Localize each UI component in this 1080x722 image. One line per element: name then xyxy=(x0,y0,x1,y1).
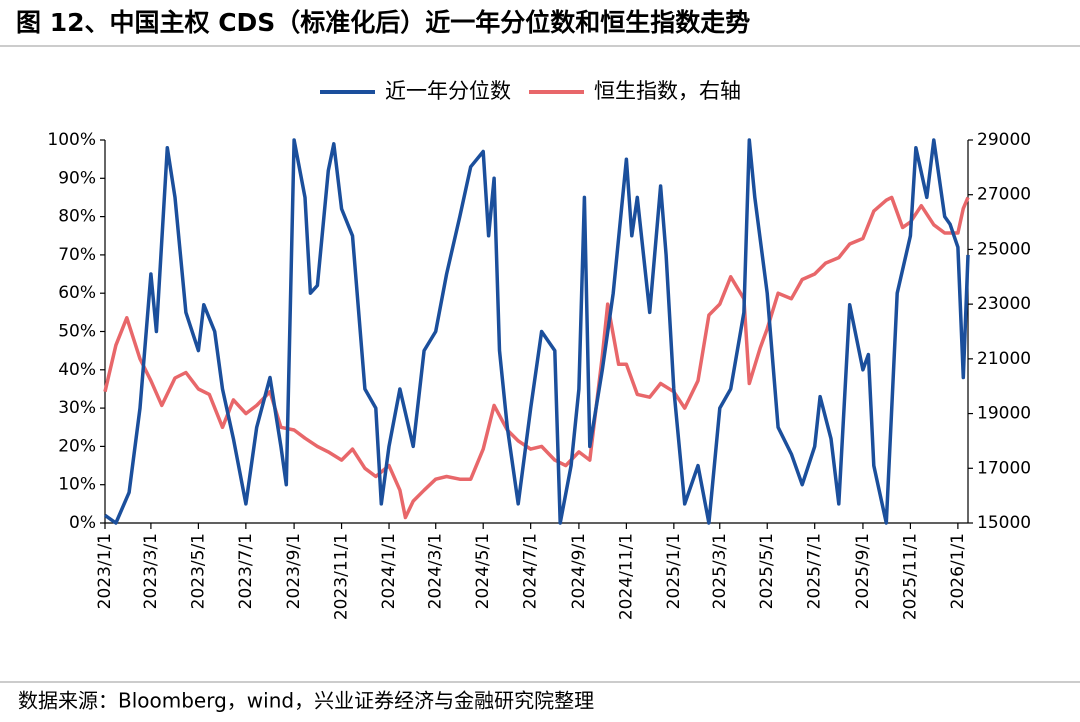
y-tick-label: 60% xyxy=(58,283,96,303)
x-tick-label: 2024/1/1 xyxy=(379,533,399,609)
y-tick-label: 90% xyxy=(58,168,96,188)
y2-tick-label: 15000 xyxy=(977,513,1031,533)
x-tick-label: 2025/7/1 xyxy=(805,533,825,609)
x-tick-label: 2024/11/1 xyxy=(616,533,636,620)
y-tick-label: 50% xyxy=(58,322,96,342)
x-tick-label: 2025/9/1 xyxy=(853,533,873,609)
x-tick-label: 2025/11/1 xyxy=(900,533,920,620)
y2-tick-label: 29000 xyxy=(977,130,1031,150)
x-tick-label: 2024/5/1 xyxy=(473,533,493,609)
x-tick-label: 2023/9/1 xyxy=(284,533,304,609)
x-tick-label: 2025/5/1 xyxy=(757,533,777,609)
x-tick-label: 2023/11/1 xyxy=(332,533,352,620)
x-tick-label: 2024/9/1 xyxy=(569,533,589,609)
y2-tick-label: 17000 xyxy=(977,458,1031,478)
y2-tick-label: 23000 xyxy=(977,294,1031,314)
x-tick-label: 2023/7/1 xyxy=(236,533,256,609)
y2-tick-label: 27000 xyxy=(977,185,1031,205)
y2-tick-label: 25000 xyxy=(977,239,1031,259)
series-line xyxy=(103,195,970,520)
x-tick-label: 2023/5/1 xyxy=(188,533,208,609)
y-tick-label: 0% xyxy=(69,513,96,533)
y-tick-label: 30% xyxy=(58,398,96,418)
x-tick-label: 2025/1/1 xyxy=(664,533,684,609)
x-tick-label: 2024/3/1 xyxy=(426,533,446,609)
y2-tick-label: 21000 xyxy=(977,349,1031,369)
x-tick-label: 2026/1/1 xyxy=(948,533,968,609)
y-tick-label: 20% xyxy=(58,436,96,456)
y2-tick-label: 19000 xyxy=(977,404,1031,424)
x-tick-label: 2025/3/1 xyxy=(710,533,730,609)
x-tick-label: 2023/3/1 xyxy=(141,533,161,609)
x-tick-label: 2023/1/1 xyxy=(95,533,115,609)
legend-label: 恒生指数，右轴 xyxy=(594,79,741,103)
x-tick-label: 2024/7/1 xyxy=(521,533,541,609)
y-tick-label: 80% xyxy=(58,207,96,227)
y-tick-label: 40% xyxy=(58,360,96,380)
y-tick-label: 10% xyxy=(58,475,96,495)
legend-label: 近一年分位数 xyxy=(385,79,511,103)
source-note: 数据来源：Bloomberg，wind，兴业证券经济与金融研究院整理 xyxy=(18,689,594,713)
y-tick-label: 70% xyxy=(58,245,96,265)
chart-title: 图 12、中国主权 CDS（标准化后）近一年分位数和恒生指数走势 xyxy=(16,8,750,37)
y-tick-label: 100% xyxy=(47,130,96,150)
series-line xyxy=(103,138,970,525)
